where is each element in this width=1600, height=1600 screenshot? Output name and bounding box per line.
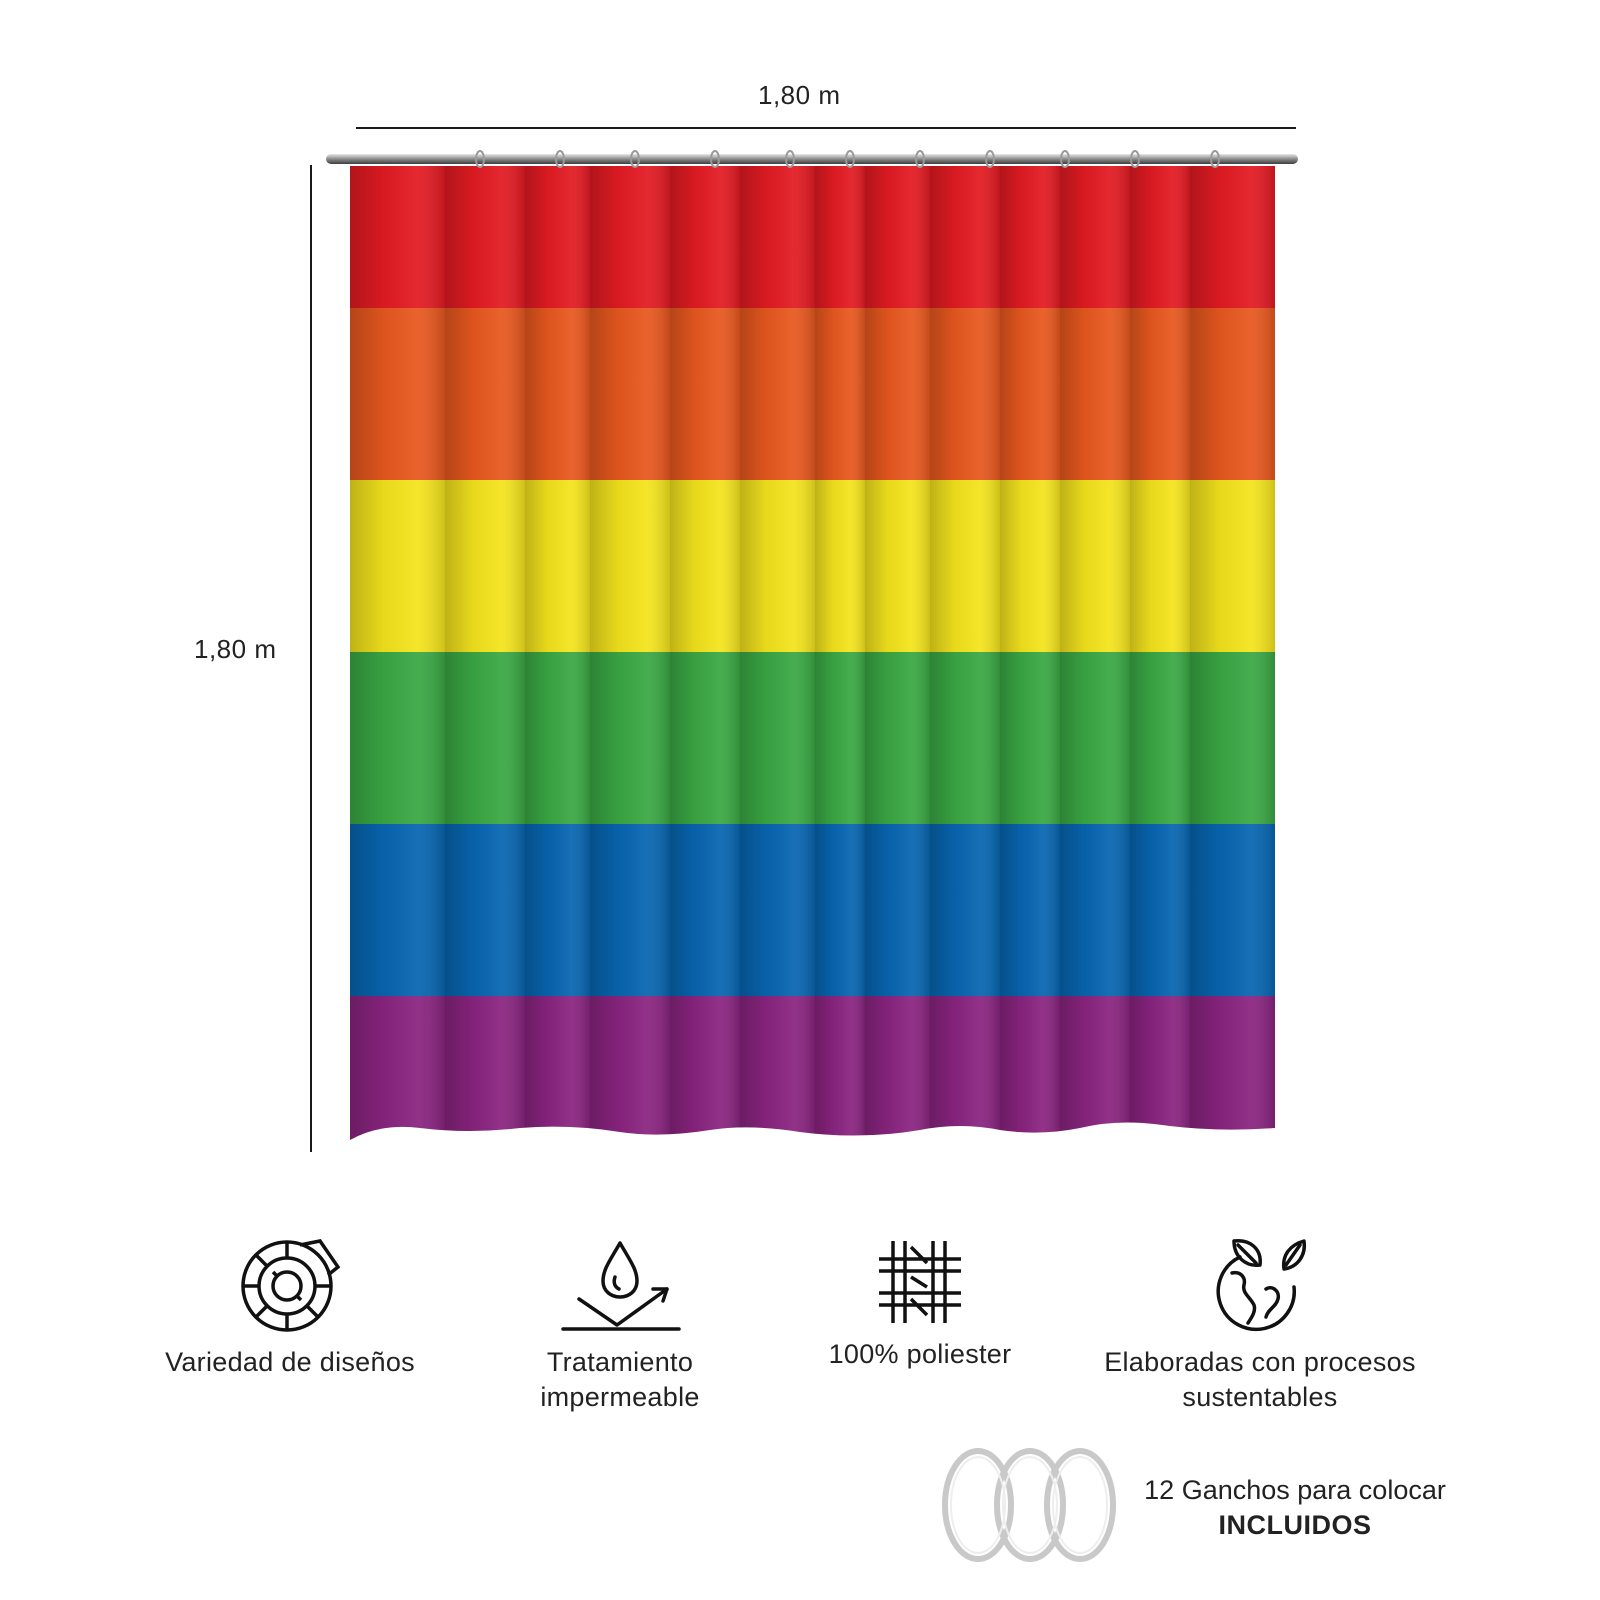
curtain-fold [445, 166, 525, 1140]
feature-label-line2: sustentables [1182, 1382, 1338, 1412]
curtain-fold [350, 166, 445, 1140]
shower-curtain-image [326, 150, 1298, 1140]
curtain-rod [326, 154, 1298, 164]
curtain-stripes [350, 166, 1275, 1140]
feature-sustainable: Elaboradas con procesos sustentables [1090, 1237, 1430, 1415]
feature-waterproof: Tratamiento impermeable [470, 1237, 770, 1415]
height-dimension-label: 1,80 m [194, 634, 277, 664]
water-drop-icon [561, 1241, 681, 1331]
hooks-count-label: 12 Ganchos para colocar [1144, 1475, 1446, 1505]
feature-label-line1: Elaboradas con procesos [1104, 1347, 1416, 1377]
feature-label: 100% poliester [828, 1339, 1012, 1369]
rod-ring [845, 150, 855, 168]
curtain-folds [350, 166, 1275, 1140]
curtain-fold [815, 166, 865, 1140]
rod-ring [785, 150, 795, 168]
rod-ring [1130, 150, 1140, 168]
curtain-rod-rings [475, 150, 1220, 168]
hooks-included-label: INCLUIDOS [1218, 1510, 1372, 1540]
rod-ring [915, 150, 925, 168]
feature-polyester: 100% poliester [770, 1237, 1070, 1372]
rod-ring [555, 150, 565, 168]
curtain-fold [1000, 166, 1060, 1140]
curtain-fold [865, 166, 930, 1140]
rod-ring [475, 150, 485, 168]
rod-ring [630, 150, 640, 168]
hooks-included-text: 12 Ganchos para colocar INCLUIDOS [1125, 1473, 1465, 1543]
curtain-fold [740, 166, 815, 1140]
rod-ring [1210, 150, 1220, 168]
rod-ring [1060, 150, 1070, 168]
curtain-fold [525, 166, 590, 1140]
curtain-fold [670, 166, 740, 1140]
pattern-wheel-icon [241, 1239, 340, 1332]
curtain-fold [1190, 166, 1275, 1140]
rod-ring [710, 150, 720, 168]
eco-globe-icon [1216, 1239, 1307, 1332]
rod-ring [985, 150, 995, 168]
width-dimension-line [356, 127, 1296, 129]
width-dimension-label: 1,80 m [758, 80, 841, 110]
curtain-fold [590, 166, 670, 1140]
woven-fabric-icon [879, 1241, 961, 1323]
height-dimension-line [310, 165, 312, 1152]
curtain-fold [1130, 166, 1190, 1140]
curtain-rings-icon [942, 1448, 1116, 1562]
feature-design-variety: Variedad de diseños [140, 1237, 440, 1380]
feature-label-line2: impermeable [540, 1382, 700, 1412]
feature-label: Variedad de diseños [165, 1347, 415, 1377]
feature-label-line1: Tratamiento [546, 1347, 694, 1377]
curtain-fold [930, 166, 1000, 1140]
curtain-fold [1060, 166, 1130, 1140]
